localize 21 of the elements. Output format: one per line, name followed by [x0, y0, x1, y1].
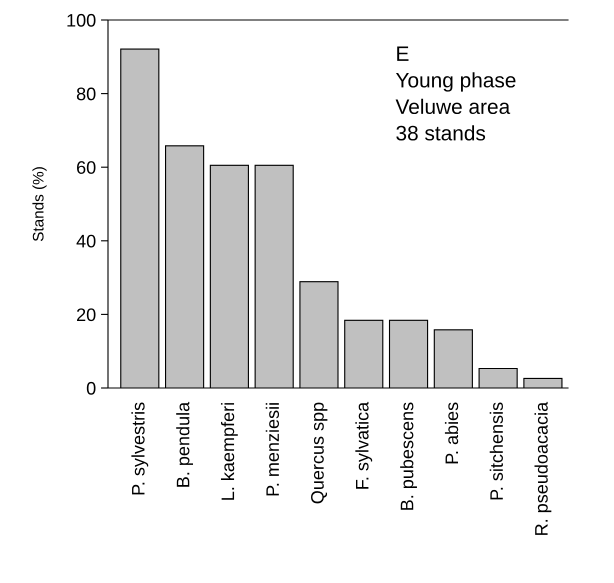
x-tick-label: Quercus spp: [311, 402, 328, 504]
x-tick-label: P. menziesii: [266, 403, 280, 496]
annotation: E: [397, 46, 408, 61]
y-tick-label: 100: [67, 14, 96, 27]
y-tick-label: 40: [76, 234, 96, 248]
y-tick-label: 20: [77, 308, 96, 322]
annotation: 38 stands: [396, 125, 486, 141]
x-tick-label: P. sylvestris: [131, 402, 148, 494]
x-tick-label: B. pubescens: [400, 402, 417, 510]
x-tick-label: L. kaempferi: [220, 403, 238, 500]
annotation: Veluwe area: [396, 98, 510, 114]
y-tick-label: 0: [86, 382, 96, 395]
x-tick-label: P. sitchensis: [490, 402, 503, 500]
x-tick-label: B. pendula: [176, 402, 194, 487]
y-tick-label: 60: [77, 161, 96, 174]
x-tick-label: R. pseudoacacia: [534, 402, 552, 535]
annotation: Young phase: [396, 72, 516, 92]
x-tick-label: F. sylvatica: [355, 402, 372, 489]
x-tick-label: P. abies: [444, 402, 458, 464]
y-axis-title: Stands (%): [32, 167, 47, 242]
y-tick-label: 80: [76, 88, 96, 100]
